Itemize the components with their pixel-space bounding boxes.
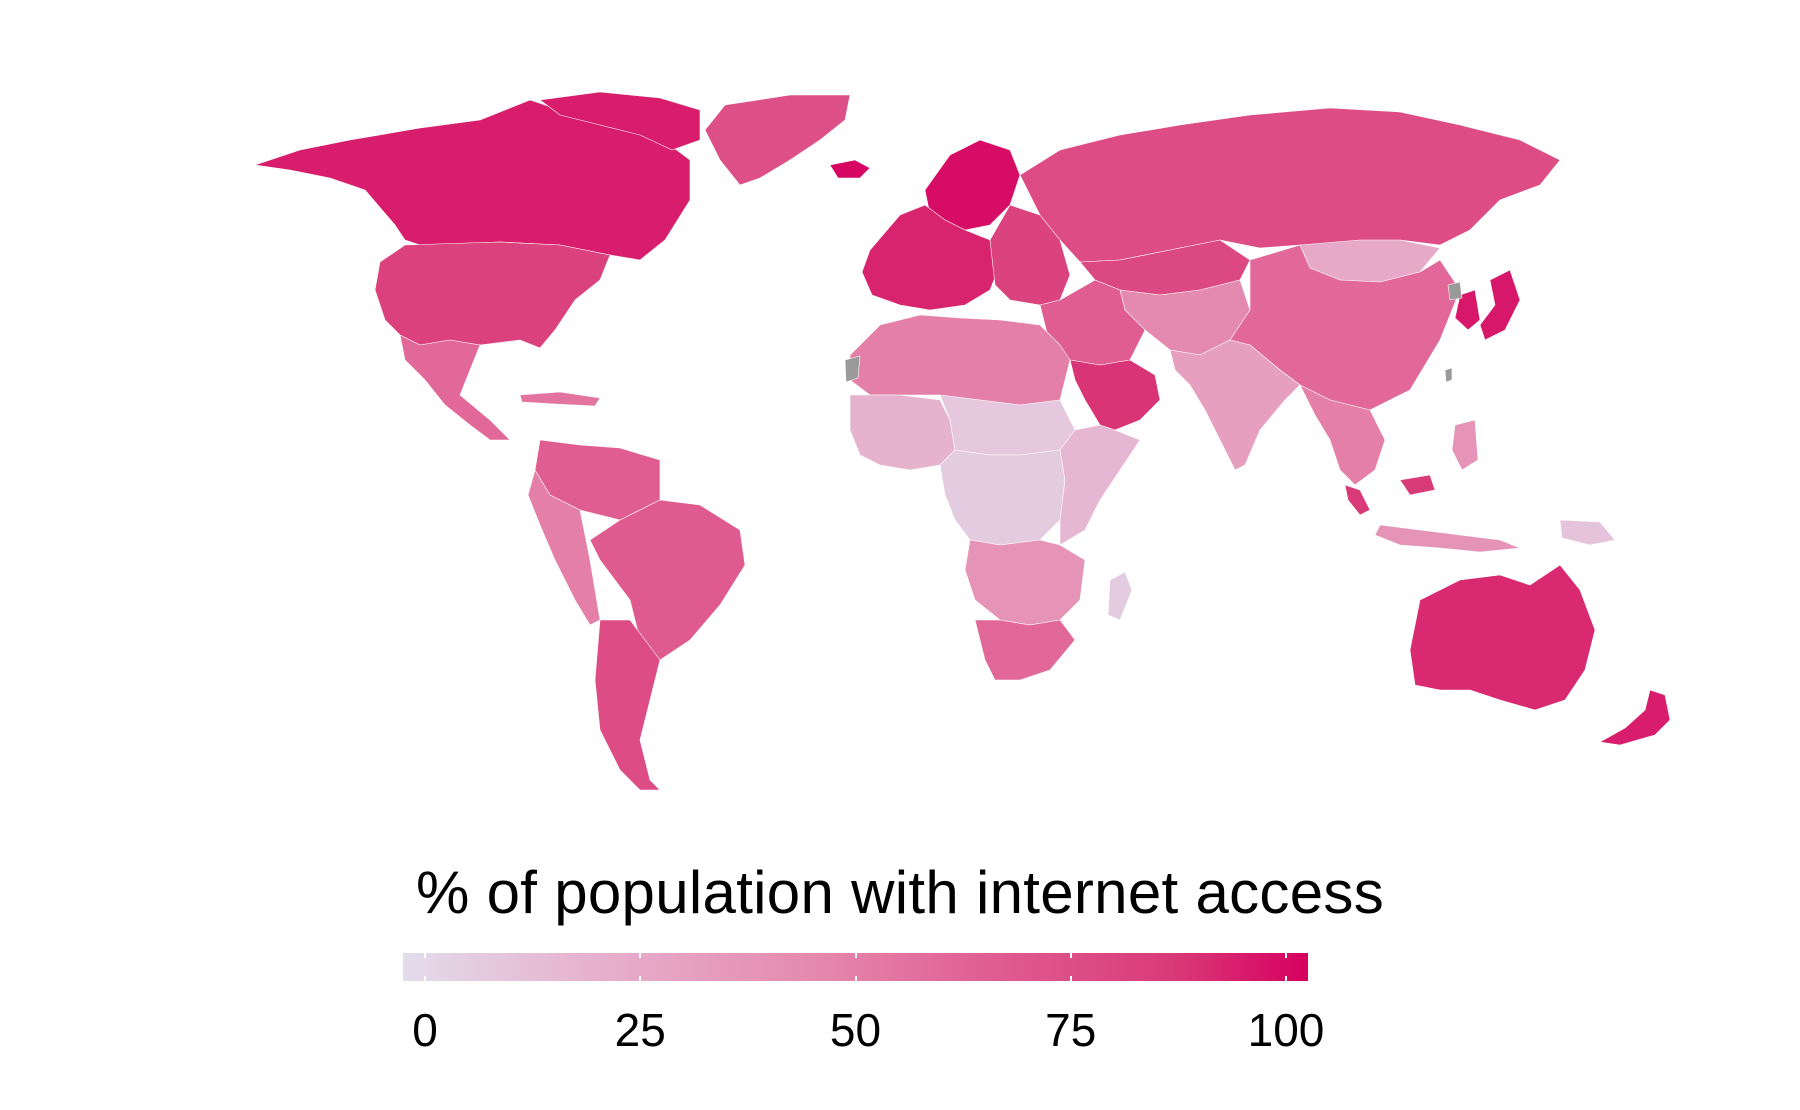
region-australia <box>1409 564 1596 711</box>
legend-tick-mark <box>854 976 857 981</box>
region-north-america-south <box>374 241 611 349</box>
region-arabian-peninsula <box>1069 359 1161 431</box>
region-south-asia <box>1169 339 1301 471</box>
legend-title: % of population with internet access <box>415 859 1385 926</box>
region-korea-japan <box>1454 269 1521 341</box>
no-data-area-western-sahara <box>844 355 861 383</box>
no-data-area-korea <box>1447 281 1463 301</box>
legend-tick-mark <box>424 953 426 958</box>
region-north-africa <box>849 314 1071 406</box>
world-choropleth-map <box>254 91 1671 791</box>
region-south-africa <box>974 619 1076 681</box>
no-data-area-taiwan <box>1444 367 1453 383</box>
region-south-america-andes <box>527 469 601 626</box>
legend-tick-label: 50 <box>829 1004 882 1056</box>
region-southern-africa <box>964 539 1086 626</box>
region-eastern-europe <box>989 204 1071 306</box>
region-malaysia <box>1344 474 1436 516</box>
legend-tick-mark <box>1069 976 1072 981</box>
region-greenland <box>704 94 851 186</box>
legend-tick-label: 75 <box>1045 1004 1097 1056</box>
region-central-america <box>399 334 511 441</box>
region-southeast-asia-mainland <box>1299 384 1386 486</box>
region-new-zealand <box>1599 689 1671 746</box>
region-arctic-islands <box>539 91 701 151</box>
region-central-africa <box>939 449 1066 546</box>
region-russia <box>1019 107 1561 263</box>
region-west-africa <box>849 394 956 471</box>
legend-tick-mark <box>1285 976 1287 981</box>
legend-tick-mark <box>1069 953 1072 958</box>
region-east-africa <box>1059 424 1141 546</box>
legend-tick-mark <box>424 976 426 981</box>
region-south-america-south <box>594 619 661 791</box>
region-sahel <box>939 394 1076 456</box>
region-southeast-asia-islands <box>1374 419 1521 553</box>
legend-tick-mark <box>1285 953 1287 958</box>
region-caribbean <box>519 391 601 407</box>
legend-tick-label: 100 <box>1247 1004 1325 1056</box>
legend-tick-mark <box>639 976 642 981</box>
region-north-america-north <box>254 99 691 261</box>
legend-tick-mark <box>639 953 642 958</box>
legend-tick-label: 0 <box>412 1004 438 1056</box>
legend-tick-label: 25 <box>614 1004 666 1056</box>
legend-tick-mark <box>854 953 857 958</box>
region-madagascar <box>1107 571 1133 621</box>
region-south-america-east <box>589 499 746 661</box>
region-papua-new-guinea <box>1559 519 1616 546</box>
region-iceland <box>829 159 871 179</box>
